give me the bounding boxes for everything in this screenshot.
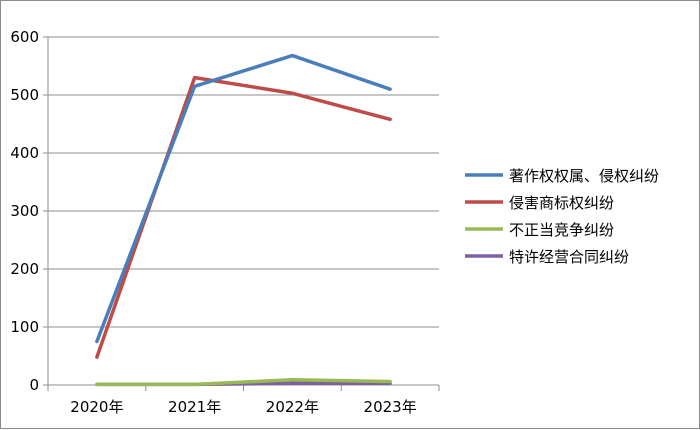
x-tick-label: 2020年 — [70, 398, 123, 416]
y-tick-label: 500 — [10, 86, 39, 104]
series-lines — [95, 53, 392, 387]
x-tick-label: 2022年 — [266, 398, 319, 416]
y-axis-tick-labels: 0 100 200 300 400 500 600 — [10, 28, 39, 394]
y-tick-label: 0 — [29, 376, 39, 394]
legend-label: 特许经营合同纠纷 — [509, 248, 629, 266]
y-tick-label: 200 — [10, 260, 39, 278]
legend-label: 侵害商标权纠纷 — [509, 194, 614, 212]
x-tick-label: 2023年 — [364, 398, 417, 416]
series-line — [95, 75, 392, 359]
y-tick-label: 400 — [10, 144, 39, 162]
legend-label: 不正当竞争纠纷 — [509, 221, 614, 239]
legend-label: 著作权权属、侵权纠纷 — [509, 167, 659, 185]
y-tick-label: 100 — [10, 318, 39, 336]
series-line — [95, 378, 392, 387]
x-tick-label: 2021年 — [168, 398, 221, 416]
x-axis-tick-labels: 2020年 2021年 2022年 2023年 — [70, 398, 416, 416]
gridlines — [48, 36, 439, 328]
y-tick-label: 600 — [10, 28, 39, 46]
y-tick-label: 300 — [10, 202, 39, 220]
series-line — [95, 53, 392, 344]
